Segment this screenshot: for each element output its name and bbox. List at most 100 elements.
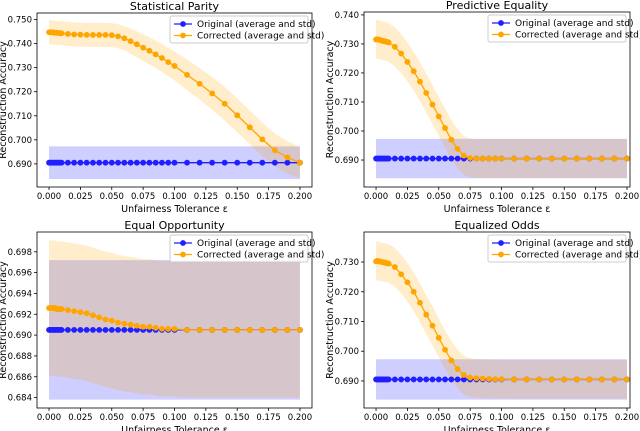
legend-box <box>169 234 309 263</box>
y-tick-label: 0.690 <box>335 156 359 166</box>
y-tick-label: 0.700 <box>8 136 32 146</box>
data-point-original <box>133 326 140 333</box>
data-point-original <box>423 155 430 162</box>
data-point-corrected <box>486 375 492 382</box>
data-point-corrected <box>385 260 392 267</box>
x-tick-label: 0.075 <box>458 192 482 202</box>
data-point-corrected <box>460 152 467 159</box>
data-point-corrected <box>561 376 568 383</box>
x-tick-label: 0.000 <box>37 192 61 202</box>
y-tick-label: 0.696 <box>8 269 32 279</box>
data-point-corrected <box>64 307 71 314</box>
legend-label: Corrected (average and std) <box>197 32 324 42</box>
subplot-predictive-equality: 0.000 0.025 0.050 0.075 0.100 0.125 0.150 0.175… <box>325 0 640 215</box>
x-tick-label: 0.200 <box>288 413 312 423</box>
x-tick-label: 0.175 <box>256 413 280 423</box>
y-tick-label: 0.720 <box>8 88 32 98</box>
y-tick-label: 0.686 <box>8 373 32 383</box>
legend-box <box>169 15 309 44</box>
data-point-corrected <box>77 309 84 316</box>
x-tick-label: 0.050 <box>100 413 124 423</box>
data-point-original <box>121 159 128 166</box>
data-point-corrected <box>121 320 128 327</box>
subplot-title: Equalized Odds <box>454 219 539 232</box>
data-point-original <box>146 159 153 166</box>
x-tick-label: 0.025 <box>68 413 92 423</box>
data-point-corrected <box>398 50 405 57</box>
legend-marker <box>498 251 504 258</box>
data-point-corrected <box>429 101 436 108</box>
x-axis-label: Unfairness Tolerance ε <box>444 204 551 215</box>
data-point-original <box>96 159 103 166</box>
data-point-original <box>133 159 140 166</box>
data-point-corrected <box>90 312 96 319</box>
data-point-corrected <box>297 159 303 166</box>
legend-label: Original (average and std) <box>515 19 634 29</box>
data-point-corrected <box>598 376 605 383</box>
data-point-corrected <box>146 323 153 330</box>
x-tick-label: 0.075 <box>131 192 155 202</box>
data-point-corrected <box>184 326 190 333</box>
legend-marker <box>498 31 504 38</box>
data-point-original <box>435 155 442 162</box>
data-point-corrected <box>196 326 203 333</box>
data-point-corrected <box>404 59 411 65</box>
data-point-corrected <box>121 35 128 42</box>
data-point-corrected <box>221 100 228 107</box>
data-point-corrected <box>404 279 411 286</box>
x-tick-label: 0.125 <box>194 192 218 202</box>
data-point-corrected <box>598 155 605 162</box>
data-point-corrected <box>486 155 492 162</box>
x-tick-label: 0.200 <box>288 192 312 202</box>
x-tick-label: 0.175 <box>256 192 280 202</box>
data-point-original <box>385 376 392 383</box>
data-point-corrected <box>391 43 398 50</box>
legend-marker <box>498 20 504 26</box>
data-point-corrected <box>196 80 203 87</box>
x-tick-label: 0.150 <box>225 413 249 423</box>
x-tick-label: 0.025 <box>68 192 92 202</box>
data-point-original <box>259 159 266 166</box>
data-point-original <box>423 376 430 383</box>
data-point-corrected <box>442 125 448 131</box>
legend: Original (average and std) Corrected (ave… <box>169 234 324 263</box>
data-point-corrected <box>536 376 543 383</box>
y-tick-label: 0.710 <box>335 317 359 327</box>
data-point-corrected <box>435 113 442 120</box>
x-tick-label: 0.200 <box>615 192 639 202</box>
data-point-corrected <box>115 33 121 40</box>
data-point-corrected <box>442 346 448 353</box>
y-tick-label: 0.690 <box>335 377 359 387</box>
data-point-corrected <box>398 271 405 278</box>
y-tick-label: 0.740 <box>335 11 359 21</box>
y-tick-label: 0.690 <box>8 331 32 341</box>
legend-marker <box>180 21 186 27</box>
x-tick-label: 0.175 <box>583 413 607 423</box>
data-point-corrected <box>498 155 505 162</box>
data-point-original <box>271 159 278 166</box>
y-tick-label: 0.690 <box>8 160 32 170</box>
data-point-corrected <box>586 155 593 162</box>
std-band-corrected <box>49 240 300 398</box>
data-point-original <box>77 326 84 333</box>
data-point-original <box>410 155 417 162</box>
data-point-corrected <box>171 63 178 69</box>
data-point-corrected <box>479 375 486 382</box>
data-point-original <box>102 159 109 166</box>
y-tick-label: 0.730 <box>335 40 359 50</box>
data-point-corrected <box>102 316 109 323</box>
std-band-corrected <box>376 241 627 399</box>
data-point-original <box>64 326 71 333</box>
data-point-original <box>209 159 216 166</box>
y-tick-label: 0.710 <box>8 112 32 122</box>
data-point-original <box>246 159 253 166</box>
data-point-original <box>58 159 65 166</box>
y-tick-label: 0.730 <box>335 258 359 268</box>
y-tick-label: 0.688 <box>8 352 32 362</box>
x-tick-label: 0.025 <box>395 413 419 423</box>
data-point-corrected <box>234 326 241 333</box>
data-point-original <box>442 155 448 162</box>
data-point-original <box>71 159 78 166</box>
data-point-corrected <box>423 90 430 96</box>
data-point-corrected <box>165 325 172 332</box>
